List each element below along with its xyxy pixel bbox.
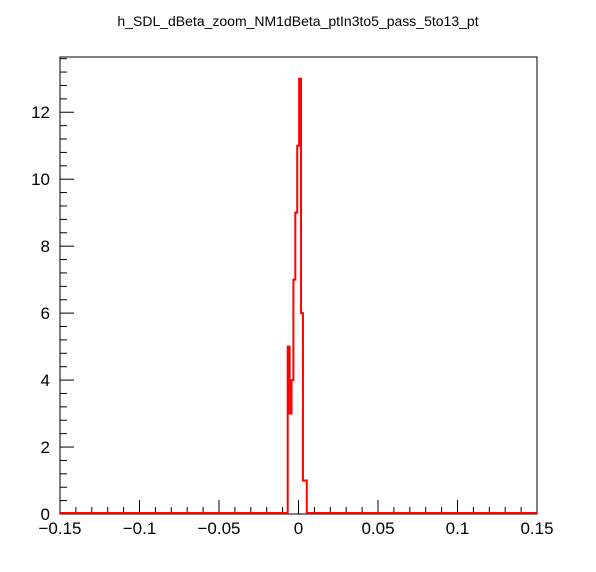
x-tick-label: −0.1 [123, 519, 157, 538]
y-axis-labels: 0 2 4 6 8 10 12 [31, 103, 50, 524]
x-tick-label: 0.05 [361, 519, 394, 538]
y-tick-label: 6 [41, 304, 50, 323]
data-series [60, 77, 537, 514]
x-tick-label: −0.05 [197, 519, 240, 538]
y-tick-label: 8 [41, 237, 50, 256]
y-tick-label: 4 [41, 371, 50, 390]
chart-title: h_SDL_dBeta_zoom_NM1dBeta_ptIn3to5_pass_… [117, 13, 478, 29]
y-tick-label: 0 [41, 505, 50, 524]
x-tick-label: 0.15 [520, 519, 553, 538]
x-tick-label: 0.1 [446, 519, 470, 538]
x-tick-label: 0 [294, 519, 303, 538]
histogram-bin [303, 481, 305, 514]
x-tick-label: −0.15 [38, 519, 81, 538]
histogram-bin [290, 414, 292, 514]
y-tick-label: 2 [41, 438, 50, 457]
y-tick-label: 12 [31, 103, 50, 122]
x-axis-labels: −0.15 −0.1 −0.05 0 0.05 0.1 0.15 [38, 519, 553, 538]
y-tick-label: 10 [31, 170, 50, 189]
histogram-outline [60, 77, 537, 514]
